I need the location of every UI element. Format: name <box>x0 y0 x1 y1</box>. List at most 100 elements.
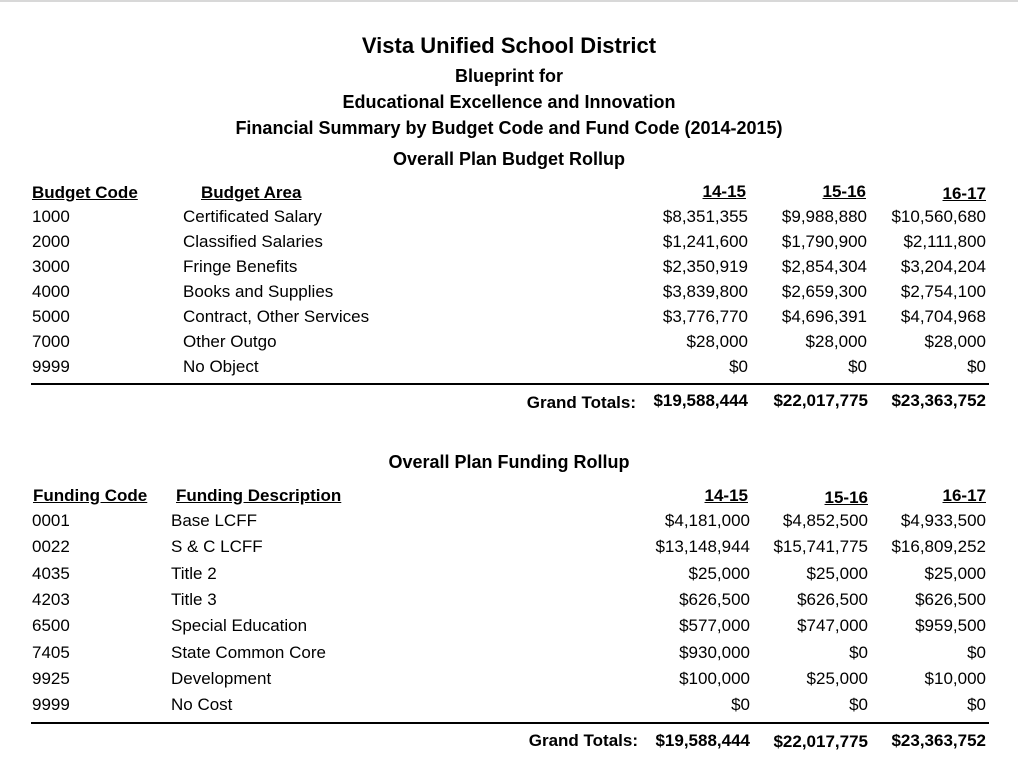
district-title: Vista Unified School District <box>361 33 657 58</box>
subtitle-blueprint: Blueprint for <box>455 66 563 86</box>
funding-row-1617: $10,000 <box>924 668 986 688</box>
budget-1617-header: 16-17 <box>942 184 986 203</box>
funding-row-1516: $25,000 <box>806 563 868 583</box>
budget-row-area: Books and Supplies <box>183 282 334 301</box>
funding-1617-header: 16-17 <box>942 486 986 505</box>
funding-row-code: 9999 <box>32 695 70 715</box>
budget-row-code: 4000 <box>32 282 70 301</box>
funding-row-1617: $0 <box>967 695 986 715</box>
funding-total-rule <box>31 722 989 724</box>
funding-row-1617: $959,500 <box>915 616 986 636</box>
funding-row-1516: $15,741,775 <box>773 537 868 557</box>
budget-row-1617: $2,754,100 <box>900 282 986 301</box>
funding-row-1516: $626,500 <box>797 589 868 609</box>
budget-row-1516: $28,000 <box>805 332 867 351</box>
budget-row-code: 9999 <box>32 357 70 376</box>
budget-row-code: 2000 <box>32 232 70 251</box>
budget-row-1415: $1,241,600 <box>662 232 748 251</box>
funding-row-code: 6500 <box>32 616 70 636</box>
funding-row-1617: $25,000 <box>924 563 986 583</box>
funding-row-1617: $4,933,500 <box>900 511 986 530</box>
funding-row-area: Base LCFF <box>171 511 257 530</box>
funding-row-1415: $13,148,944 <box>655 537 750 557</box>
subtitle-financial-summary: Financial Summary by Budget Code and Fun… <box>235 118 783 138</box>
funding-row-1415: $4,181,000 <box>664 511 750 530</box>
funding-row-1415: $626,500 <box>679 589 750 609</box>
funding-total-1516: $22,017,775 <box>773 732 868 751</box>
funding-row-code: 0001 <box>32 511 70 530</box>
budget-grand-totals-label: Grand Totals: <box>526 393 636 412</box>
funding-grand-totals-label: Grand Totals: <box>528 731 638 750</box>
budget-row-1516: $9,988,880 <box>781 207 867 226</box>
funding-row-1617: $0 <box>967 642 986 662</box>
budget-1415-header: 14-15 <box>702 182 746 201</box>
funding-row-code: 7405 <box>32 642 70 662</box>
funding-code-header: Funding Code <box>33 486 148 505</box>
budget-code-header: Budget Code <box>32 183 138 202</box>
budget-row-1617: $10,560,680 <box>891 207 986 226</box>
budget-row-1415: $2,350,919 <box>662 257 748 276</box>
funding-row-1516: $4,852,500 <box>782 511 868 530</box>
budget-row-code: 3000 <box>32 257 70 276</box>
budget-row-1516: $4,696,391 <box>781 307 867 326</box>
budget-row-1415: $28,000 <box>686 332 748 351</box>
funding-section-title: Overall Plan Funding Rollup <box>388 452 630 472</box>
budget-row-1617: $4,704,968 <box>900 307 986 326</box>
funding-row-1415: $25,000 <box>688 563 750 583</box>
budget-row-1415: $0 <box>729 357 748 376</box>
budget-row-1516: $2,659,300 <box>781 282 867 301</box>
budget-total-rule <box>31 383 989 385</box>
funding-row-1415: $100,000 <box>679 668 750 688</box>
budget-row-1415: $3,839,800 <box>662 282 748 301</box>
budget-row-code: 1000 <box>32 207 70 226</box>
funding-1415-header: 14-15 <box>704 486 748 505</box>
funding-row-1415: $577,000 <box>679 616 750 636</box>
budget-section-title: Overall Plan Budget Rollup <box>392 149 626 169</box>
funding-row-1617: $16,809,252 <box>891 537 986 557</box>
funding-description-header: Funding Description <box>176 486 342 505</box>
budget-row-1617: $3,204,204 <box>900 257 986 276</box>
budget-total-1516: $22,017,775 <box>773 391 868 410</box>
budget-area-header: Budget Area <box>201 183 302 202</box>
funding-row-area: S & C LCFF <box>171 537 263 557</box>
funding-row-code: 4203 <box>32 589 70 609</box>
funding-row-1516: $0 <box>849 642 868 662</box>
budget-row-1617: $2,111,800 <box>903 232 986 251</box>
budget-row-area: Fringe Benefits <box>183 257 298 276</box>
funding-row-area: Title 3 <box>171 589 217 609</box>
funding-row-area: State Common Core <box>171 642 326 662</box>
funding-total-1415: $19,588,444 <box>655 731 750 750</box>
funding-row-1516: $0 <box>849 695 868 715</box>
budget-row-area: Classified Salaries <box>183 232 323 251</box>
funding-row-1617: $626,500 <box>915 589 986 609</box>
funding-row-code: 9925 <box>32 668 70 688</box>
budget-total-1415: $19,588,444 <box>653 391 748 410</box>
budget-row-area: Other Outgo <box>183 332 277 351</box>
subtitle-education: Educational Excellence and Innovation <box>342 92 676 112</box>
funding-row-1516: $25,000 <box>806 668 868 688</box>
budget-row-1617: $0 <box>967 357 986 376</box>
funding-row-code: 4035 <box>32 563 70 583</box>
budget-row-1516: $1,790,900 <box>781 232 867 251</box>
budget-row-1516: $2,854,304 <box>781 257 867 276</box>
funding-row-1415: $930,000 <box>679 642 750 662</box>
budget-row-code: 5000 <box>32 307 70 326</box>
budget-total-1617: $23,363,752 <box>891 391 986 410</box>
budget-row-1617: $28,000 <box>924 332 986 351</box>
top-border <box>0 0 1018 2</box>
budget-row-area: Certificated Salary <box>183 207 322 226</box>
budget-row-area: No Object <box>183 357 259 376</box>
budget-1516-header: 15-16 <box>822 182 866 201</box>
funding-1516-header: 15-16 <box>824 488 868 507</box>
funding-total-1617: $23,363,752 <box>891 731 986 750</box>
budget-row-1415: $3,776,770 <box>662 307 748 326</box>
funding-row-area: Development <box>171 668 272 688</box>
funding-row-area: Special Education <box>171 616 308 636</box>
budget-row-1415: $8,351,355 <box>662 207 748 226</box>
funding-row-code: 0022 <box>32 537 70 557</box>
budget-row-area: Contract, Other Services <box>183 307 370 326</box>
budget-row-1516: $0 <box>848 357 867 376</box>
funding-row-area: No Cost <box>171 695 233 715</box>
budget-row-code: 7000 <box>32 332 70 351</box>
funding-row-1415: $0 <box>731 695 750 715</box>
